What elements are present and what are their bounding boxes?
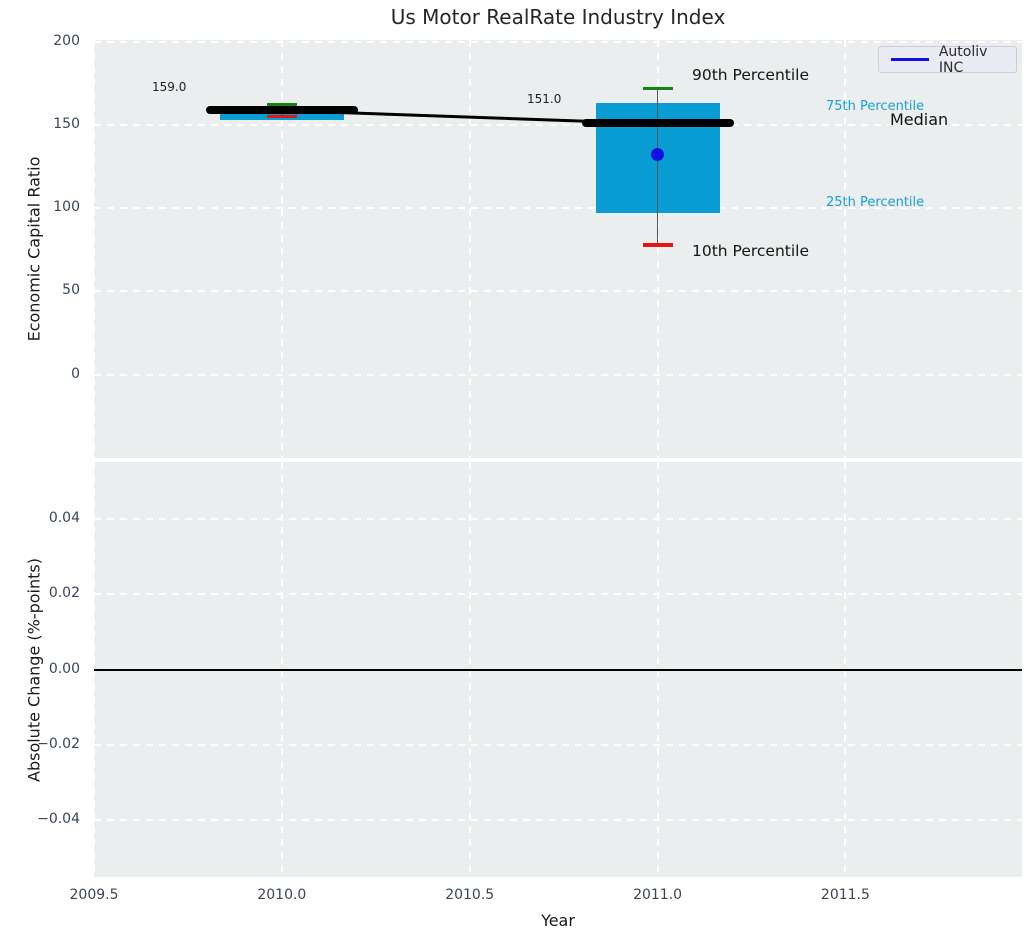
chart-title: Us Motor RealRate Industry Index — [390, 5, 726, 29]
y-tick-label: 100 — [53, 199, 80, 216]
h-gridline — [94, 290, 1022, 293]
h-gridline — [94, 373, 1022, 376]
x-tick-label: 2011.5 — [820, 887, 870, 903]
x-tick-label: 2010.5 — [445, 887, 495, 903]
x-axis-label: Year — [541, 911, 575, 930]
company-dot — [651, 148, 665, 162]
whisker-line — [656, 88, 659, 245]
h-gridline — [94, 207, 1022, 210]
p10-cap — [266, 114, 297, 119]
h-gridline — [94, 123, 1022, 126]
median-thick-segment — [581, 119, 734, 128]
v-gridline — [844, 40, 847, 458]
p90-cap — [266, 103, 297, 107]
top-plot-area — [94, 40, 1022, 458]
legend-line-swatch — [891, 57, 929, 62]
p10-cap — [642, 243, 673, 247]
y-tick-label: −0.04 — [37, 811, 80, 828]
y-tick-label: 150 — [53, 115, 80, 132]
y-tick-label: 0.04 — [48, 509, 80, 526]
zero-line — [94, 668, 1022, 671]
annotation-90th-percentile: 90th Percentile — [692, 66, 810, 84]
p90-cap — [642, 86, 673, 91]
median-thick-segment — [205, 105, 358, 114]
x-tick-label: 2011.0 — [633, 887, 683, 903]
bottom-plot-area — [94, 462, 1022, 877]
x-tick-label: 2010.0 — [257, 887, 307, 903]
y-tick-label: 200 — [53, 32, 80, 49]
annotation-25th-percentile: 25th Percentile — [826, 195, 925, 210]
median-value-label-2010: 159.0 — [152, 80, 187, 94]
v-gridline — [94, 40, 95, 458]
annotation-10th-percentile: 10th Percentile — [692, 242, 810, 260]
median-value-label-2011: 151.0 — [527, 92, 562, 106]
x-tick-label: 2009.5 — [69, 887, 119, 903]
h-gridline — [94, 517, 1022, 520]
y-tick-label: 0.02 — [48, 585, 80, 602]
v-gridline — [280, 40, 283, 458]
y-tick-label: 50 — [62, 282, 80, 299]
legend-label: Autoliv INC — [938, 43, 988, 76]
h-gridline — [94, 819, 1022, 822]
annotation-75th-percentile: 75th Percentile — [826, 99, 925, 114]
y-tick-label: −0.02 — [37, 735, 80, 752]
h-gridline — [94, 743, 1022, 746]
y-tick-label: 0.00 — [48, 660, 80, 677]
h-gridline — [94, 593, 1022, 596]
h-gridline — [94, 40, 1022, 43]
v-gridline — [468, 40, 471, 458]
top-y-axis-label: Economic Capital Ratio — [24, 156, 44, 342]
legend-box: Autoliv INC — [878, 43, 1017, 76]
v-gridline — [656, 40, 659, 458]
annotation-median: Median — [890, 110, 949, 129]
y-tick-label: 0 — [71, 365, 80, 382]
